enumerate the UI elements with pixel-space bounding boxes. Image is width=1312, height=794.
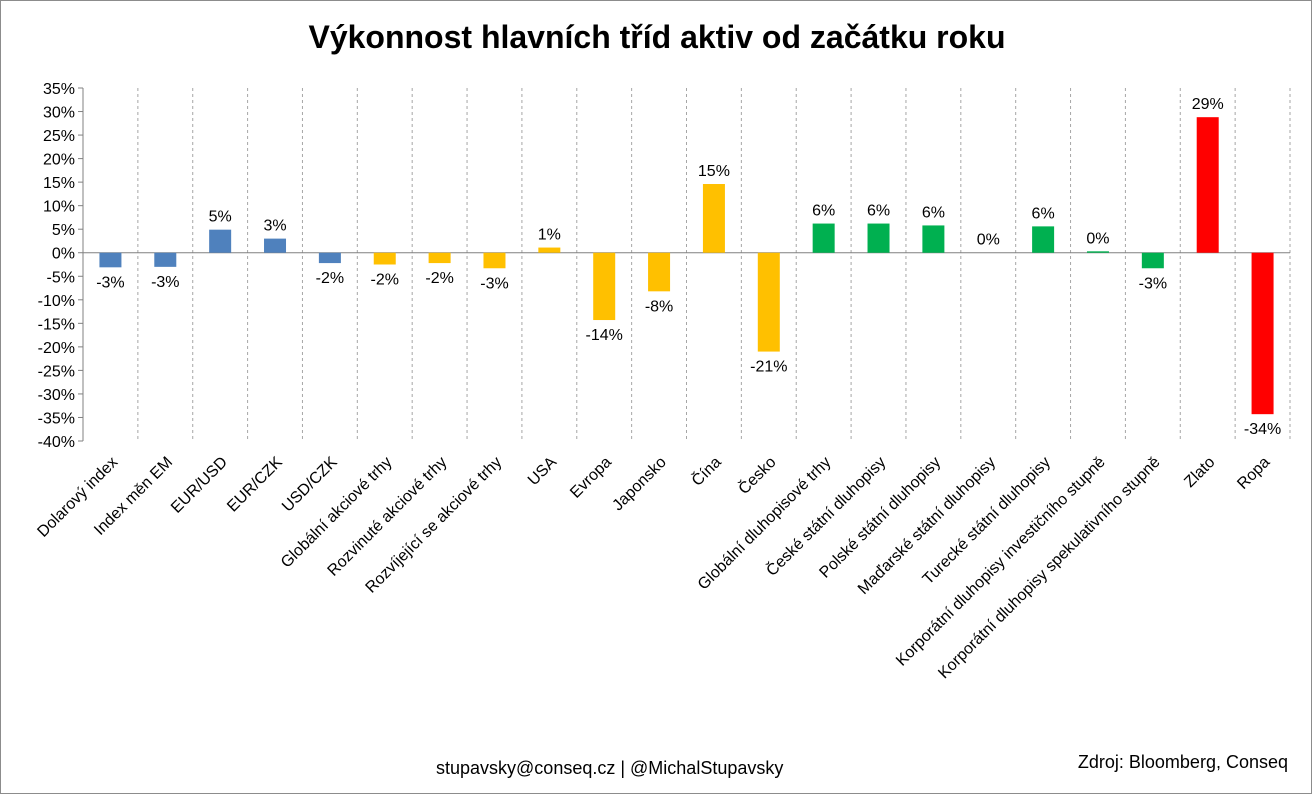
footer-source: Zdroj: Bloomberg, Conseq [1077, 752, 1288, 772]
bar [1196, 117, 1219, 253]
y-tick-label: 10% [43, 199, 75, 216]
category-label: Korporátní dluhopisy investičního stupně [893, 454, 1109, 670]
y-tick-label: 0% [52, 246, 75, 263]
category-label: EUR/CZK [224, 454, 286, 516]
y-tick-label: -30% [38, 387, 75, 404]
data-label: 15% [698, 163, 730, 180]
bar [922, 225, 945, 253]
bar [702, 184, 725, 253]
data-label: 6% [922, 204, 945, 221]
data-label: 0% [1086, 230, 1109, 247]
data-label: -8% [645, 298, 673, 315]
bar [538, 247, 561, 253]
data-label: -3% [151, 274, 179, 291]
category-label: USA [525, 454, 561, 490]
bar [209, 229, 232, 253]
data-label: -2% [371, 272, 399, 289]
y-tick-label: 15% [43, 175, 75, 192]
bar [99, 252, 122, 268]
y-tick-label: 20% [43, 152, 75, 169]
category-label: Zlato [1181, 454, 1218, 491]
y-tick-label: -15% [38, 316, 75, 333]
data-label: 6% [867, 203, 890, 220]
bar [757, 252, 780, 352]
category-label: Globální akciové trhy [278, 454, 396, 572]
data-label: -2% [316, 270, 344, 287]
y-tick-label: 25% [43, 128, 75, 145]
data-label: -21% [750, 359, 787, 376]
bar [648, 252, 671, 292]
data-label: -2% [425, 270, 453, 287]
y-tick-label: -35% [38, 410, 75, 427]
bar [154, 252, 177, 267]
data-label: 1% [538, 227, 561, 244]
data-label: 5% [209, 209, 232, 226]
data-label: 6% [1032, 205, 1055, 222]
y-tick-label: 35% [43, 81, 75, 98]
bar [1251, 252, 1274, 415]
data-labels: -3% -3% 5% 3% -2% -2% -2% -3% 1% -14% -8% 15% -21% 6%… [96, 96, 1281, 438]
category-label: Čína [687, 452, 724, 489]
bars [99, 117, 1274, 415]
data-label: -34% [1244, 421, 1281, 438]
data-label: -3% [480, 275, 508, 292]
bar [1032, 226, 1055, 253]
data-label: -3% [96, 274, 124, 291]
category-label: Ropa [1234, 454, 1273, 493]
data-label: -14% [586, 327, 623, 344]
y-tick-label: -5% [47, 269, 75, 286]
category-label: EUR/USD [168, 454, 231, 517]
bar [1086, 251, 1109, 253]
bar [593, 252, 616, 321]
y-tick-label: -40% [38, 434, 75, 451]
y-tick-label: -25% [38, 363, 75, 380]
axes: 35% 30% 25% 20% 15% 10% 5% 0% -5% -10% -15% -20% -25… [38, 81, 1290, 451]
category-label: Evropa [567, 454, 615, 502]
category-label: Česko [734, 452, 780, 498]
grid-lines [137, 88, 1291, 441]
bar [812, 223, 835, 253]
bar [264, 238, 287, 253]
bar [483, 252, 506, 269]
bar [428, 252, 451, 264]
data-label: 0% [977, 232, 1000, 249]
y-tick-label: 5% [52, 222, 75, 239]
data-label: 29% [1192, 96, 1224, 113]
data-label: -3% [1139, 275, 1167, 292]
data-label: 6% [812, 203, 835, 220]
bar [318, 252, 341, 264]
data-label: 3% [263, 218, 286, 235]
y-tick-label: -10% [38, 293, 75, 310]
bar [1141, 252, 1164, 269]
bar [867, 223, 890, 253]
footer-contact: stupavsky@conseq.cz | @MichalStupavsky [436, 758, 784, 778]
y-tick-label: 30% [43, 105, 75, 122]
category-label: Japonsko [609, 454, 670, 515]
y-tick-label: -20% [38, 340, 75, 357]
bar [373, 252, 396, 265]
chart-title: Výkonnost hlavních tříd aktiv od začátku… [308, 19, 1006, 55]
